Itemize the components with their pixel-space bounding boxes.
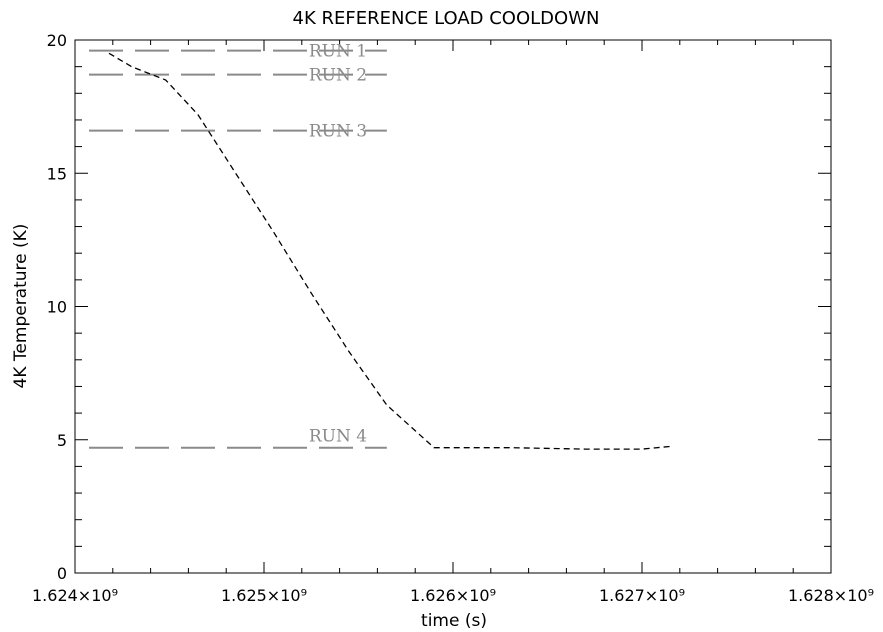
y-axis-label: 4K Temperature (K) <box>11 224 31 389</box>
x-tick-label: 1.627×10⁹ <box>599 586 685 605</box>
y-tick-label: 5 <box>57 431 67 450</box>
reference-label-1: RUN 1 <box>309 42 367 62</box>
x-tick-label: 1.628×10⁹ <box>788 586 874 605</box>
reference-label-2: RUN 2 <box>309 66 367 86</box>
x-tick-label: 1.625×10⁹ <box>221 586 307 605</box>
x-tick-label: 1.624×10⁹ <box>32 586 118 605</box>
y-tick-label: 15 <box>47 164 67 183</box>
reference-label-3: RUN 3 <box>309 122 367 142</box>
chart-title: 4K REFERENCE LOAD COOLDOWN <box>293 8 600 29</box>
reference-label-4: RUN 4 <box>309 427 367 447</box>
y-tick-label: 0 <box>57 564 67 583</box>
x-tick-label: 1.626×10⁹ <box>410 586 496 605</box>
y-tick-label: 20 <box>47 31 67 50</box>
x-axis-label: time (s) <box>421 611 487 631</box>
y-tick-label: 10 <box>47 298 67 317</box>
series-line-1 <box>108 52 671 450</box>
plot-frame <box>74 39 832 574</box>
